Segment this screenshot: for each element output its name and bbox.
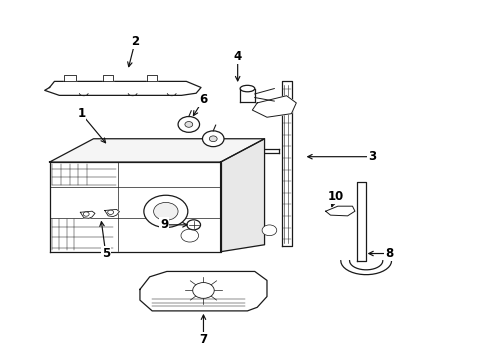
Circle shape (154, 202, 178, 220)
Text: 6: 6 (199, 93, 208, 106)
Polygon shape (103, 75, 113, 81)
Circle shape (262, 225, 277, 236)
Circle shape (209, 136, 217, 141)
Polygon shape (64, 75, 76, 81)
Circle shape (202, 131, 224, 147)
Text: 8: 8 (385, 247, 393, 260)
Polygon shape (357, 182, 366, 261)
Circle shape (181, 229, 198, 242)
Text: 5: 5 (101, 247, 110, 260)
Text: 1: 1 (77, 107, 85, 120)
Polygon shape (49, 162, 220, 252)
Circle shape (144, 195, 188, 228)
Polygon shape (341, 261, 392, 275)
Polygon shape (80, 211, 95, 219)
Ellipse shape (240, 85, 255, 92)
Polygon shape (140, 271, 267, 311)
Polygon shape (240, 89, 255, 102)
Polygon shape (147, 75, 157, 81)
Circle shape (108, 210, 114, 215)
Text: 2: 2 (131, 35, 139, 49)
Text: 10: 10 (327, 190, 343, 203)
Text: 3: 3 (368, 150, 376, 163)
Polygon shape (105, 210, 120, 217)
Polygon shape (220, 139, 265, 252)
Polygon shape (49, 139, 265, 162)
Polygon shape (45, 81, 201, 95)
Polygon shape (282, 81, 293, 246)
Text: 9: 9 (160, 218, 169, 231)
Text: 4: 4 (234, 50, 242, 63)
Circle shape (178, 117, 199, 132)
Text: 7: 7 (199, 333, 208, 346)
Circle shape (193, 283, 214, 298)
Circle shape (187, 220, 200, 230)
Polygon shape (252, 96, 296, 117)
Polygon shape (326, 206, 355, 216)
Circle shape (83, 212, 89, 216)
Circle shape (185, 122, 193, 127)
